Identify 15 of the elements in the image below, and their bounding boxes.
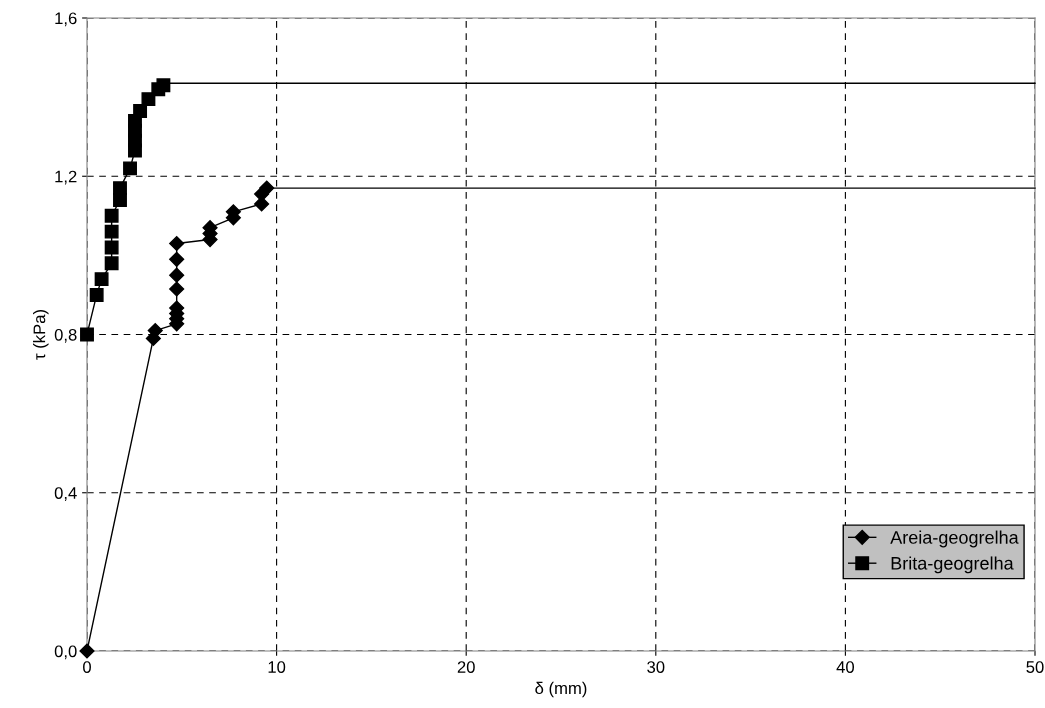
legend-label: Brita-geogrelha	[891, 556, 1014, 574]
y-tick-label: 0,8	[54, 328, 77, 343]
x-tick-label: 30	[647, 661, 665, 673]
y-axis-title: τ (kPa)	[33, 310, 49, 360]
x-tick-label: 20	[457, 661, 475, 673]
x-axis-title: δ (mm)	[535, 681, 587, 698]
y-tick-label: 1,6	[55, 12, 77, 27]
legend-label: Areia-geogrelha	[890, 530, 1019, 548]
y-tick-label: 0,0	[54, 645, 77, 660]
y-tick-label: 0,4	[54, 487, 77, 501]
y-tick-label: 1,2	[55, 170, 77, 185]
x-tick-label: 0	[83, 661, 91, 673]
x-tick-label: 50	[1026, 661, 1044, 673]
x-tick-label: 40	[836, 661, 855, 673]
x-tick-label: 10	[268, 661, 286, 673]
